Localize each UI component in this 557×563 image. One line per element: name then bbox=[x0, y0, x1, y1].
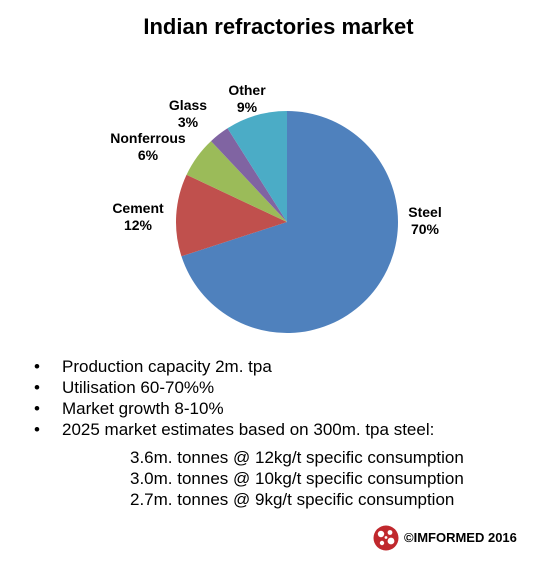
chart-title: Indian refractories market bbox=[143, 14, 414, 39]
slice-label-other: Other 9% bbox=[221, 82, 273, 116]
bullet-item: • 2025 market estimates based on 300m. tp… bbox=[34, 419, 434, 440]
bullet-text: Production capacity 2m. tpa bbox=[62, 357, 272, 376]
bullet-item: • Production capacity 2m. tpa bbox=[34, 356, 434, 377]
slice-label-steel: Steel 70% bbox=[400, 204, 450, 238]
bullet-item: • Utilisation 60-70%% bbox=[34, 377, 434, 398]
bullet-symbol: • bbox=[34, 357, 40, 376]
pie-slice-glass bbox=[211, 128, 287, 222]
slice-name: Glass bbox=[168, 97, 208, 113]
bullet-symbol: • bbox=[34, 420, 40, 439]
slice-value: 6% bbox=[137, 147, 159, 163]
estimate-line: 2.7m. tonnes @ 9kg/t specific consumptio… bbox=[130, 490, 455, 509]
imformed-logo-icon bbox=[373, 525, 399, 551]
slice-name: Steel bbox=[408, 204, 442, 220]
slice-name: Cement bbox=[112, 200, 164, 216]
slice-name: Nonferrous bbox=[110, 130, 186, 146]
slice-label-cement: Cement 12% bbox=[101, 200, 175, 234]
slice-value: 12% bbox=[123, 217, 153, 233]
slice-label-glass: Glass 3% bbox=[163, 97, 213, 131]
estimate-line: 3.0m. tonnes @ 10kg/t specific consumpti… bbox=[130, 469, 464, 488]
copyright-text: ©IMFORMED 2016 bbox=[404, 530, 517, 545]
bullet-symbol: • bbox=[34, 399, 40, 418]
bullet-symbol: • bbox=[34, 378, 40, 397]
bullet-item: • Market growth 8-10% bbox=[34, 398, 434, 419]
estimate-lines: 3.6m. tonnes @ 12kg/t specific consumpti… bbox=[130, 447, 464, 510]
bullet-text: Market growth 8-10% bbox=[62, 399, 224, 418]
slice-name: Other bbox=[228, 82, 266, 98]
bullet-text: 2025 market estimates based on 300m. tpa… bbox=[62, 420, 435, 439]
pie-slice-other bbox=[227, 111, 287, 222]
pie-slice-cement bbox=[175, 174, 287, 257]
bullet-list: • Production capacity 2m. tpa • Utilisatio… bbox=[34, 356, 434, 440]
slice-value: 9% bbox=[236, 99, 258, 115]
pie-chart bbox=[175, 111, 398, 333]
pie-slice-nonferrous bbox=[186, 141, 287, 222]
slice-value: 70% bbox=[410, 221, 440, 237]
pie-slice-steel bbox=[181, 111, 398, 333]
slice-value: 3% bbox=[177, 114, 199, 130]
slice-label-nonferrous: Nonferrous 6% bbox=[102, 130, 194, 164]
bullet-text: Utilisation 60-70%% bbox=[62, 378, 215, 397]
estimate-line: 3.6m. tonnes @ 12kg/t specific consumpti… bbox=[130, 448, 464, 467]
